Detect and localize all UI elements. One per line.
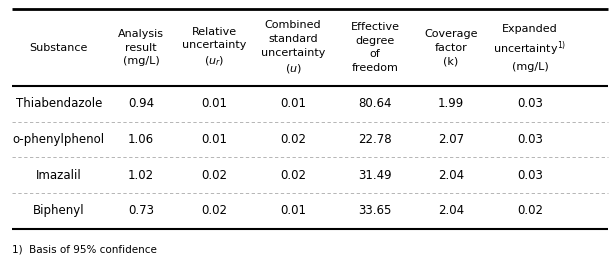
- Text: 33.65: 33.65: [359, 204, 392, 217]
- Text: Coverage
factor
(k): Coverage factor (k): [424, 29, 478, 66]
- Text: 2.04: 2.04: [438, 169, 464, 182]
- Text: Imazalil: Imazalil: [36, 169, 82, 182]
- Text: 1.02: 1.02: [128, 169, 154, 182]
- Text: 0.01: 0.01: [280, 97, 306, 110]
- Text: Effective
degree
of
freedom: Effective degree of freedom: [351, 22, 400, 73]
- Text: 2.04: 2.04: [438, 204, 464, 217]
- Text: o-phenylphenol: o-phenylphenol: [13, 133, 105, 146]
- Text: 0.73: 0.73: [128, 204, 154, 217]
- Text: Substance: Substance: [30, 43, 88, 53]
- Text: 1.06: 1.06: [128, 133, 154, 146]
- Text: Expanded
uncertainty$^{1)}$
(mg/L): Expanded uncertainty$^{1)}$ (mg/L): [493, 23, 566, 72]
- Text: 0.01: 0.01: [280, 204, 306, 217]
- Text: 0.03: 0.03: [517, 169, 543, 182]
- Text: Biphenyl: Biphenyl: [33, 204, 85, 217]
- Text: 1)  Basis of 95% confidence: 1) Basis of 95% confidence: [12, 245, 157, 255]
- Text: 0.01: 0.01: [201, 97, 227, 110]
- Text: Combined
standard
uncertainty
($u$): Combined standard uncertainty ($u$): [261, 20, 325, 75]
- Text: 0.02: 0.02: [517, 204, 543, 217]
- Text: 1.99: 1.99: [438, 97, 464, 110]
- Text: 22.78: 22.78: [358, 133, 392, 146]
- Text: 80.64: 80.64: [359, 97, 392, 110]
- Text: 31.49: 31.49: [358, 169, 392, 182]
- Text: 0.02: 0.02: [201, 169, 227, 182]
- Text: Thiabendazole: Thiabendazole: [16, 97, 102, 110]
- Text: 0.02: 0.02: [280, 133, 306, 146]
- Text: 0.02: 0.02: [201, 204, 227, 217]
- Text: Analysis
result
(mg/L): Analysis result (mg/L): [118, 29, 164, 66]
- Text: 2.07: 2.07: [438, 133, 464, 146]
- Text: 0.01: 0.01: [201, 133, 227, 146]
- Text: 0.02: 0.02: [280, 169, 306, 182]
- Text: 0.94: 0.94: [128, 97, 154, 110]
- Text: Relative
uncertainty
($u_r$): Relative uncertainty ($u_r$): [182, 27, 246, 68]
- Text: 0.03: 0.03: [517, 97, 543, 110]
- Text: 0.03: 0.03: [517, 133, 543, 146]
